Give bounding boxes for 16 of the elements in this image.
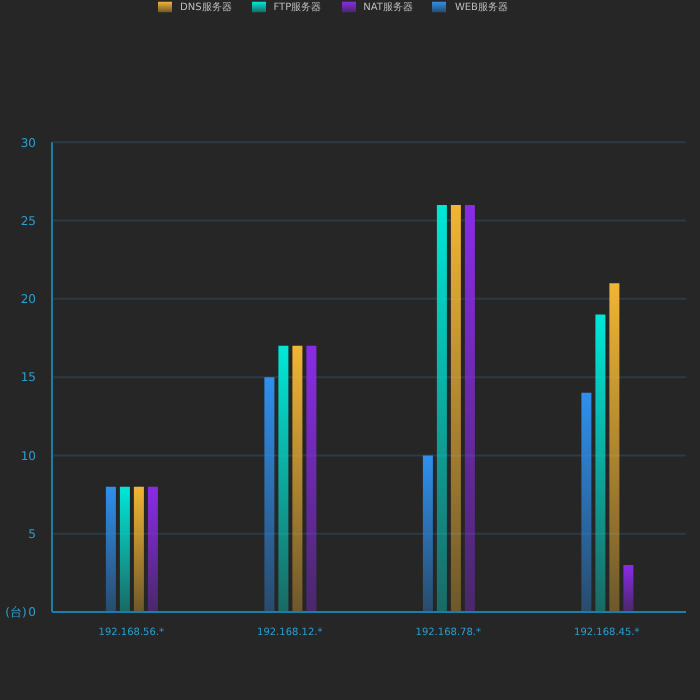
bar bbox=[623, 565, 634, 612]
bar bbox=[595, 314, 606, 612]
bar bbox=[133, 486, 144, 612]
bar bbox=[147, 486, 158, 612]
bar bbox=[278, 345, 289, 612]
bar bbox=[436, 204, 447, 612]
bar bbox=[450, 204, 461, 612]
bar bbox=[422, 455, 433, 612]
bar bbox=[609, 283, 620, 612]
bar bbox=[292, 345, 303, 612]
bar bbox=[105, 486, 116, 612]
bar bbox=[464, 204, 475, 612]
bar bbox=[119, 486, 130, 612]
bar bbox=[264, 377, 275, 612]
bar bbox=[306, 345, 317, 612]
bar bbox=[581, 392, 592, 612]
